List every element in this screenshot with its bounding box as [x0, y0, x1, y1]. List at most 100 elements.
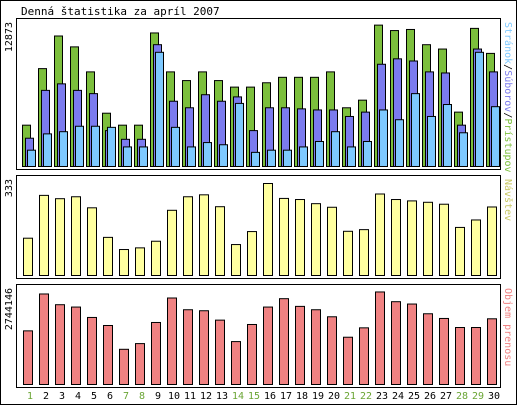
bar-middle-návštev-28 [455, 226, 465, 277]
x-tick-label-2: 2 [43, 391, 49, 402]
x-tick-label-14: 14 [232, 391, 244, 402]
bar-bottom-objem-prenosu-7 [119, 348, 129, 385]
bar-middle-návštev-16 [263, 183, 273, 276]
x-tick-label-23: 23 [376, 391, 388, 402]
bar-top-stránok-10 [171, 126, 180, 168]
bar-bottom-objem-prenosu-30 [487, 318, 497, 386]
bar-bottom-objem-prenosu-9 [151, 321, 161, 385]
bar-bottom-objem-prenosu-15 [247, 323, 257, 385]
bar-middle-návštev-7 [119, 249, 129, 276]
bar-middle-návštev-27 [439, 203, 449, 276]
bar-bottom-objem-prenosu-6 [103, 324, 113, 385]
x-tick-label-17: 17 [280, 391, 292, 402]
x-tick-label-24: 24 [392, 391, 404, 402]
bar-middle-návštev-23 [375, 193, 385, 277]
bar-bottom-objem-prenosu-25 [407, 303, 417, 385]
x-tick-label-9: 9 [155, 391, 161, 402]
x-tick-label-18: 18 [296, 391, 308, 402]
bar-bottom-objem-prenosu-27 [439, 317, 449, 385]
bar-middle-návštev-4 [71, 196, 81, 276]
x-tick-label-30: 30 [488, 391, 500, 402]
panel-frame-bottom [16, 284, 501, 388]
bar-middle-návštev-8 [135, 247, 145, 277]
side-label-part: / [502, 64, 513, 70]
side-label-part: Stránok [502, 22, 514, 64]
bar-top-stránok-3 [59, 131, 68, 167]
y-max-label-top: 12873 [4, 22, 15, 52]
bar-bottom-objem-prenosu-1 [23, 330, 33, 386]
bar-bottom-objem-prenosu-23 [375, 291, 385, 385]
x-tick-label-3: 3 [59, 391, 65, 402]
bar-top-stránok-16 [267, 149, 276, 167]
panel-middle: 333 Návštev [4, 175, 514, 279]
side-label-middle: Návštev [502, 179, 514, 221]
x-tick-label-6: 6 [107, 391, 113, 402]
x-tick-label-21: 21 [344, 391, 356, 402]
x-tick-label-5: 5 [91, 391, 97, 402]
bar-top-stránok-18 [299, 146, 308, 168]
bar-middle-návštev-24 [391, 199, 401, 276]
bar-top-stránok-19 [315, 140, 324, 167]
bar-middle-návštev-13 [215, 206, 225, 277]
bar-top-stránok-8 [139, 146, 148, 168]
x-axis-labels: 1 2 3 4 5 6 7 8 9 10 11 12 13 14 15 16 17 18 19 20 21 22 23 24 2… [27, 391, 500, 402]
bar-middle-návštev-11 [183, 196, 193, 276]
bar-top-stránok-14 [235, 102, 244, 167]
bar-middle-návštev-10 [167, 209, 177, 276]
bar-middle-návštev-20 [327, 206, 337, 277]
bar-top-stránok-6 [107, 126, 116, 168]
bar-top-stránok-25 [411, 93, 420, 167]
bar-top-stránok-12 [203, 142, 212, 168]
panel-top: 12873 Stránok/Súborov/Prístupov [4, 18, 514, 173]
side-label-part: Objem prenosu [502, 288, 513, 366]
bar-middle-návštev-21 [343, 230, 353, 276]
bar-top-stránok-22 [363, 140, 372, 167]
side-label-bottom: Objem prenosu [502, 288, 513, 366]
chart-title: Denná štatistika za apríl 2007 [21, 5, 220, 18]
bar-top-stránok-23 [379, 109, 388, 167]
bar-middle-návštev-12 [199, 194, 209, 277]
bar-top-stránok-21 [347, 146, 356, 168]
bar-middle-návštev-26 [423, 201, 433, 276]
bar-bottom-objem-prenosu-8 [135, 343, 145, 386]
bar-top-stránok-29 [475, 51, 484, 167]
bar-middle-návštev-2 [39, 194, 49, 276]
bar-bottom-objem-prenosu-4 [71, 306, 81, 386]
bar-top-stránok-1 [27, 149, 36, 167]
bar-bottom-objem-prenosu-12 [199, 310, 209, 385]
x-tick-label-20: 20 [328, 391, 340, 402]
x-tick-label-28: 28 [456, 391, 468, 402]
bar-middle-návštev-25 [407, 200, 417, 277]
bar-middle-návštev-9 [151, 240, 161, 277]
side-label-part: Súborov [502, 70, 514, 112]
bar-middle-návštev-30 [487, 206, 497, 277]
bar-middle-návštev-17 [279, 197, 289, 276]
panel-bottom: 2744146 Objem prenosu [4, 284, 513, 388]
bar-top-stránok-5 [91, 125, 100, 168]
bar-top-stránok-20 [331, 131, 340, 167]
x-tick-label-8: 8 [139, 391, 145, 402]
side-label-part: Prístupov [502, 118, 514, 172]
x-tick-label-10: 10 [168, 391, 180, 402]
bar-bottom-objem-prenosu-14 [231, 341, 241, 385]
bar-bottom-objem-prenosu-24 [391, 301, 401, 386]
side-label-part: Návštev [502, 179, 514, 221]
x-tick-label-25: 25 [408, 391, 420, 402]
x-tick-label-27: 27 [440, 391, 452, 402]
y-max-label-bottom: 2744146 [4, 288, 15, 330]
bar-top-stránok-28 [459, 132, 468, 167]
side-label-top: Stránok/Súborov/Prístupov [502, 22, 514, 173]
bar-bottom-objem-prenosu-2 [39, 293, 49, 386]
bar-middle-návštev-22 [359, 229, 369, 276]
bar-bottom-objem-prenosu-26 [423, 313, 433, 385]
bar-top-stránok-11 [187, 146, 196, 168]
bar-bottom-objem-prenosu-11 [183, 309, 193, 385]
bar-middle-návštev-1 [23, 237, 33, 276]
x-tick-label-11: 11 [184, 391, 196, 402]
bar-bottom-objem-prenosu-16 [263, 306, 273, 386]
bar-bottom-objem-prenosu-20 [327, 316, 337, 385]
x-tick-label-15: 15 [248, 391, 260, 402]
bar-bottom-objem-prenosu-13 [215, 319, 225, 385]
bar-bottom-objem-prenosu-19 [311, 309, 321, 385]
